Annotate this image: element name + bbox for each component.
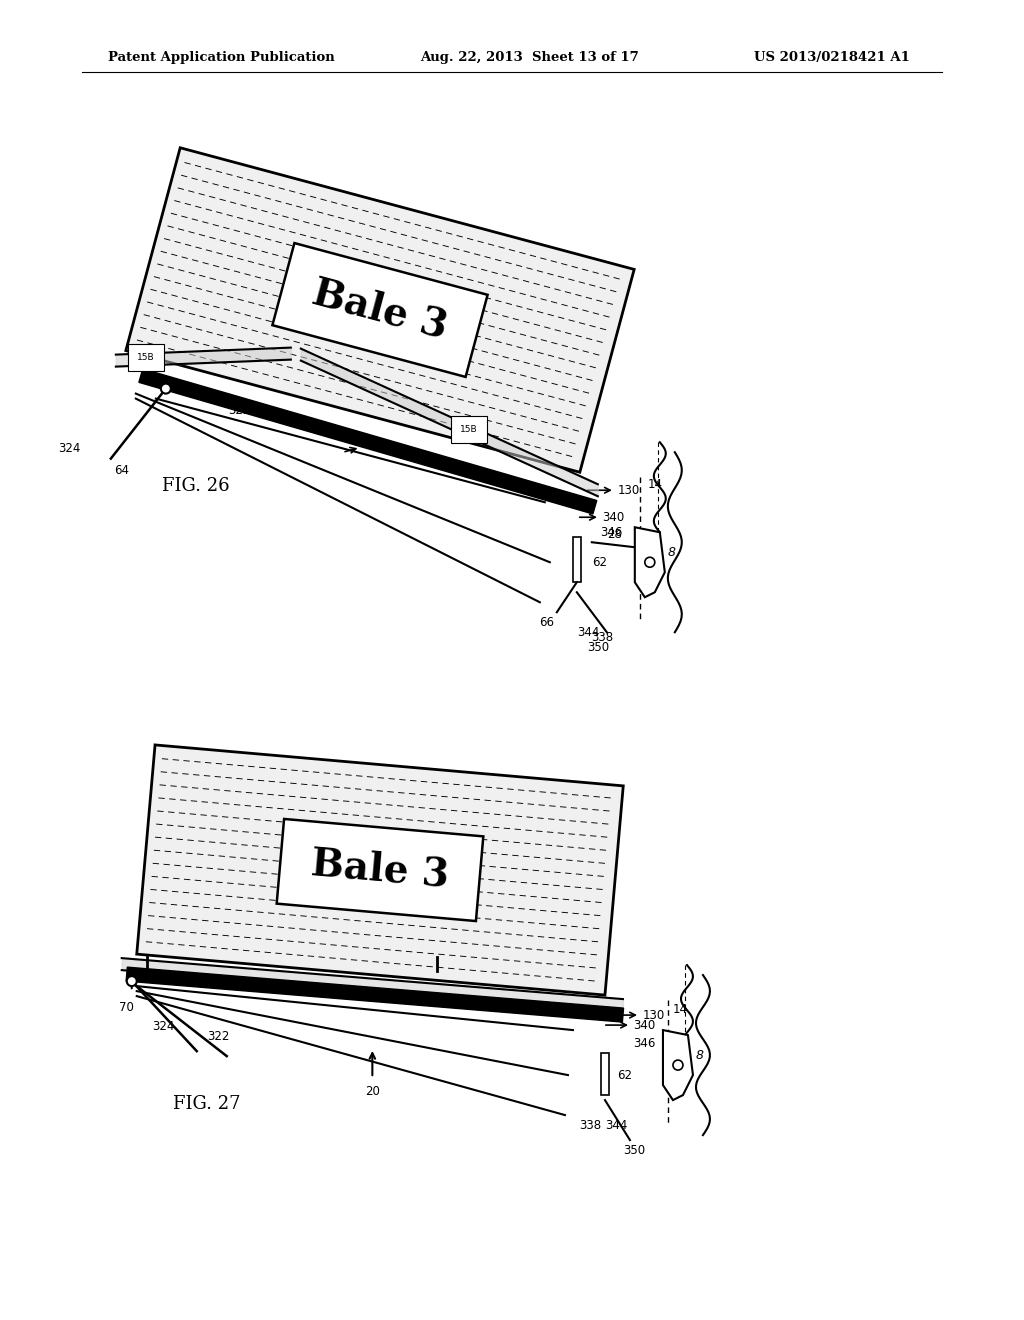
Text: 8: 8: [696, 1048, 703, 1061]
Text: Bale 3: Bale 3: [309, 845, 451, 895]
Text: Patent Application Publication: Patent Application Publication: [108, 51, 335, 65]
Text: 8: 8: [668, 545, 676, 558]
Circle shape: [127, 975, 137, 986]
Text: 344: 344: [605, 1118, 628, 1131]
Text: 28: 28: [607, 528, 623, 541]
Polygon shape: [126, 968, 624, 1022]
Text: 346: 346: [600, 525, 623, 539]
Text: 130: 130: [617, 483, 640, 496]
Text: Bale 3: Bale 3: [308, 273, 452, 346]
Text: 340: 340: [633, 1019, 655, 1032]
Text: 62: 62: [616, 1069, 632, 1081]
Text: 20: 20: [365, 1085, 380, 1098]
Text: Aug. 22, 2013  Sheet 13 of 17: Aug. 22, 2013 Sheet 13 of 17: [420, 51, 639, 65]
Text: 340: 340: [602, 511, 624, 524]
Polygon shape: [126, 148, 634, 473]
Polygon shape: [272, 243, 487, 378]
Text: 350: 350: [587, 640, 609, 653]
Text: 62: 62: [592, 556, 607, 569]
Text: 324: 324: [152, 1019, 174, 1032]
Text: 322: 322: [207, 1030, 229, 1043]
Polygon shape: [137, 744, 624, 995]
Circle shape: [645, 557, 654, 568]
Text: 70: 70: [120, 1001, 134, 1014]
Text: 15B: 15B: [461, 425, 478, 434]
Text: 324: 324: [58, 442, 81, 455]
Polygon shape: [635, 527, 665, 597]
Polygon shape: [276, 818, 483, 921]
Polygon shape: [601, 1053, 609, 1096]
Text: FIG. 26: FIG. 26: [162, 477, 229, 495]
Text: 350: 350: [623, 1143, 645, 1156]
Circle shape: [673, 1060, 683, 1071]
Text: 130: 130: [643, 1008, 666, 1022]
Text: 14: 14: [648, 478, 663, 491]
Polygon shape: [572, 537, 581, 582]
Circle shape: [161, 384, 171, 393]
Text: 338: 338: [591, 631, 613, 644]
Text: 346: 346: [633, 1036, 655, 1049]
Text: 15B: 15B: [137, 352, 155, 362]
Text: 322: 322: [227, 404, 250, 417]
Text: 70: 70: [366, 438, 380, 451]
Text: 338: 338: [579, 1118, 601, 1131]
Text: US 2013/0218421 A1: US 2013/0218421 A1: [754, 51, 910, 65]
Text: 64: 64: [114, 463, 129, 477]
Text: 344: 344: [577, 626, 599, 639]
Text: 14: 14: [673, 1003, 688, 1015]
Text: FIG. 27: FIG. 27: [173, 1096, 241, 1113]
Polygon shape: [663, 1030, 693, 1100]
Polygon shape: [139, 368, 597, 513]
Text: 66: 66: [540, 615, 554, 628]
